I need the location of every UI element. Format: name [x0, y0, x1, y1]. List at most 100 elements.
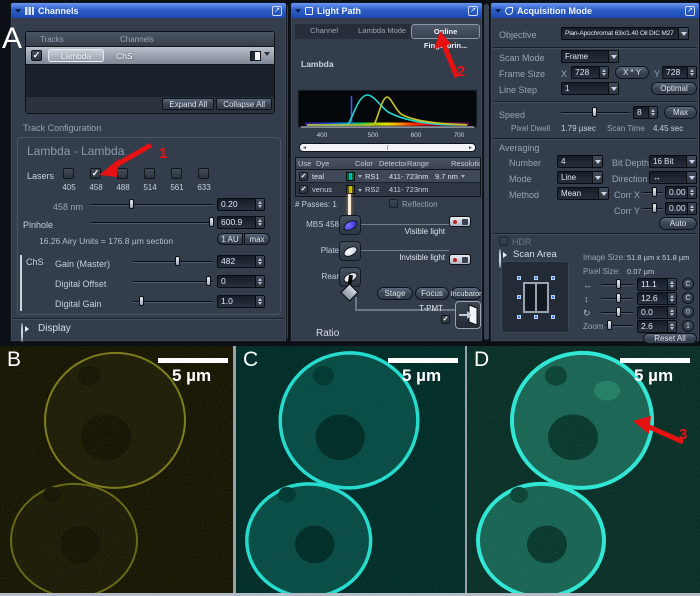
digital-offset-value[interactable]: 0: [217, 275, 265, 288]
spectrum-scrollbar[interactable]: ◄ ►: [299, 143, 476, 152]
zero-rotation-button[interactable]: 0: [682, 306, 694, 318]
acquisition-titlebar[interactable]: Acquisition Mode ↗: [491, 3, 699, 18]
objective-dropdown[interactable]: Plan-Apochromat 63x/1.40 Oil DIC M27: [561, 27, 689, 40]
corr-y-value[interactable]: 0.00: [665, 202, 697, 215]
resize-handle[interactable]: [551, 315, 555, 319]
bit-depth-dropdown[interactable]: 16 Bit: [649, 155, 697, 168]
dye-use-checkbox[interactable]: ✓: [299, 185, 308, 194]
resize-handle[interactable]: [517, 295, 521, 299]
speed-value[interactable]: 8: [633, 106, 658, 119]
emission-spectrum-chart[interactable]: 400 500 600 700: [297, 89, 478, 141]
spinner-arrows[interactable]: [255, 217, 264, 228]
line-step-dropdown[interactable]: 1: [561, 82, 619, 95]
image-c-teal[interactable]: C 5 µm: [236, 346, 465, 594]
hdr-checkbox[interactable]: [499, 237, 508, 246]
spinner-arrows[interactable]: [667, 307, 676, 318]
light-path-titlebar[interactable]: Light Path ↗: [291, 3, 482, 18]
spinner-arrows[interactable]: [255, 296, 264, 307]
spinner-arrows[interactable]: [687, 67, 696, 78]
frame-x-value[interactable]: 728: [571, 66, 609, 79]
spinner-arrows[interactable]: [667, 279, 676, 290]
scan-region-rect[interactable]: [523, 282, 549, 313]
laser-checkbox-561[interactable]: [171, 168, 182, 179]
method-dropdown[interactable]: Mean: [557, 187, 609, 200]
ratio-section-label[interactable]: Ratio: [316, 328, 339, 339]
scroll-left-icon[interactable]: ◄: [302, 145, 307, 151]
collapse-all-button[interactable]: Collapse All: [216, 98, 272, 110]
speed-max-button[interactable]: Max: [664, 106, 697, 119]
laser-power-value[interactable]: 0.20: [217, 198, 265, 211]
popout-icon[interactable]: ↗: [272, 6, 282, 16]
spinner-arrows[interactable]: [667, 293, 676, 304]
tab-lambda-mode[interactable]: Lambda Mode: [353, 24, 411, 39]
resize-handle[interactable]: [517, 315, 521, 319]
slider-thumb[interactable]: [652, 187, 657, 197]
slider-thumb[interactable]: [175, 256, 180, 266]
reset-all-button[interactable]: Reset All: [643, 333, 697, 344]
reflection-checkbox[interactable]: [389, 199, 398, 208]
spinner-arrows[interactable]: [648, 107, 657, 118]
spinner-arrows[interactable]: [667, 321, 676, 332]
offset-x-value[interactable]: 11.1: [637, 278, 677, 291]
digital-gain-value[interactable]: 1.0: [217, 295, 265, 308]
incubator-button[interactable]: Incubator: [451, 287, 481, 300]
image-d-merge[interactable]: D 5 µm 3: [467, 346, 700, 594]
invisible-light-source-icon[interactable]: [449, 254, 471, 265]
track-enabled-checkbox[interactable]: ✓: [31, 50, 42, 61]
digital-offset-slider[interactable]: [133, 276, 213, 286]
pinhole-value[interactable]: 600.9: [217, 216, 265, 229]
xy-button[interactable]: X * Y: [615, 66, 649, 79]
resize-handle[interactable]: [534, 276, 538, 280]
visible-light-source-icon[interactable]: [449, 216, 471, 227]
resize-handle[interactable]: [551, 295, 555, 299]
popout-icon[interactable]: ↗: [685, 6, 695, 16]
one-au-button[interactable]: 1 AU: [217, 233, 243, 245]
collapse-caret-icon[interactable]: [295, 9, 301, 13]
popout-icon[interactable]: ↗: [468, 6, 478, 16]
resize-handle[interactable]: [534, 315, 538, 319]
digital-gain-slider[interactable]: [133, 296, 213, 306]
zoom-slider[interactable]: [605, 320, 633, 330]
dye-color-swatch[interactable]: [346, 185, 355, 194]
rotation-slider[interactable]: [601, 307, 633, 317]
track-name-chip[interactable]: Lambda: [48, 49, 104, 62]
speed-slider[interactable]: [561, 107, 629, 117]
expand-all-button[interactable]: Expand All: [162, 98, 214, 110]
plate-mirror-button[interactable]: [339, 241, 361, 261]
scan-mode-dropdown[interactable]: Frame: [561, 50, 619, 63]
scroll-right-icon[interactable]: ►: [468, 145, 473, 151]
corr-y-slider[interactable]: [643, 203, 663, 213]
slider-thumb[interactable]: [206, 276, 211, 286]
resize-handle[interactable]: [551, 276, 555, 280]
rotation-value[interactable]: 0.0: [637, 306, 677, 319]
display-section-label[interactable]: Display: [38, 323, 71, 334]
center-y-button[interactable]: C: [682, 292, 694, 304]
offset-y-value[interactable]: 12.6: [637, 292, 677, 305]
tab-channel[interactable]: Channel: [295, 24, 353, 39]
channels-titlebar[interactable]: Channels ↗: [11, 3, 286, 18]
corr-x-slider[interactable]: [643, 187, 663, 197]
averaging-mode-dropdown[interactable]: Line: [557, 171, 603, 184]
stage-button[interactable]: Stage: [377, 287, 413, 300]
spinner-arrows[interactable]: [255, 276, 264, 287]
tpmt-detector-icon[interactable]: [455, 301, 481, 329]
pinhole-slider[interactable]: [91, 217, 213, 227]
dye-row-venus[interactable]: ✓ venus RS2 411- 723nm: [296, 183, 480, 196]
slider-thumb[interactable]: [139, 296, 144, 306]
frame-y-value[interactable]: 728: [662, 66, 697, 79]
slider-thumb[interactable]: [592, 107, 597, 117]
spinner-arrows[interactable]: [599, 67, 608, 78]
channel-color-dropdown[interactable]: [250, 51, 270, 61]
laser-checkbox-633[interactable]: [198, 168, 209, 179]
corr-x-value[interactable]: 0.00: [665, 186, 697, 199]
track-row[interactable]: ✓ Lambda ChS: [26, 47, 274, 65]
resize-handle[interactable]: [517, 276, 521, 280]
slider-thumb[interactable]: [616, 279, 621, 289]
slider-thumb[interactable]: [616, 293, 621, 303]
collapse-caret-icon[interactable]: [15, 9, 21, 13]
offset-y-slider[interactable]: [601, 293, 633, 303]
slider-thumb[interactable]: [607, 320, 612, 330]
number-dropdown[interactable]: 4: [557, 155, 603, 168]
auto-button[interactable]: Auto: [659, 217, 697, 230]
tpmt-checkbox[interactable]: ✓: [441, 315, 450, 324]
